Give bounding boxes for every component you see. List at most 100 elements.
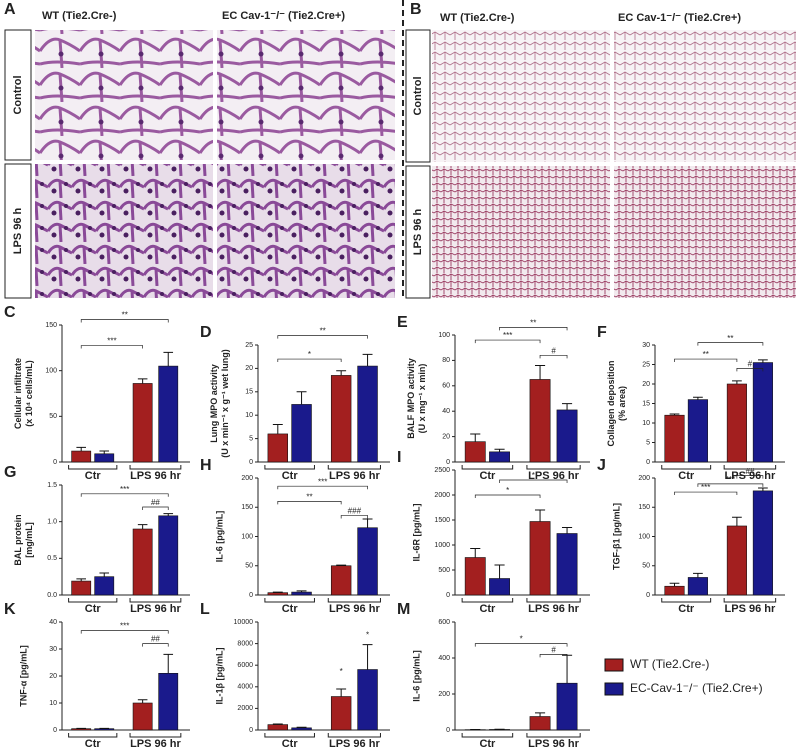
bar — [267, 724, 288, 731]
y-tick-label: 500 — [438, 567, 450, 574]
error-bar — [758, 487, 768, 491]
legend-label: WT (Tie2.Cre-) — [630, 657, 709, 671]
y-axis-label: IL-6R [pg/mL] — [411, 504, 421, 562]
bar — [687, 577, 708, 596]
y-axis-label: BALF MPO activity — [406, 358, 416, 439]
group-bracket — [68, 598, 118, 603]
error-bar — [693, 396, 703, 400]
y-tick-label: 2000 — [434, 492, 450, 499]
row-box — [4, 163, 32, 299]
error-bar — [76, 578, 86, 582]
error-bar — [758, 359, 768, 363]
y-axis-label: (x 10⁴ cells/mL) — [24, 360, 34, 426]
significance-bracket — [674, 358, 738, 363]
bar — [132, 383, 153, 463]
significance-label: ** — [122, 311, 128, 320]
significance-label: *** — [726, 475, 735, 484]
y-tick-label: 15 — [245, 389, 253, 396]
panel-letter: K — [4, 601, 16, 618]
x-tick-label: LPS 96 hr — [725, 603, 776, 615]
y-tick-label: 100 — [45, 368, 57, 375]
y-tick-label: 40 — [49, 619, 57, 626]
y-tick-label: 1.0 — [47, 519, 57, 526]
significance-label: ** — [320, 327, 326, 336]
bar — [291, 591, 312, 596]
bar — [94, 453, 115, 463]
y-tick-label: 50 — [49, 413, 57, 420]
x-tick-label: LPS 96 hr — [329, 738, 380, 750]
significance-label: ** — [530, 318, 536, 327]
legend-swatch — [604, 682, 624, 696]
panel-letter: D — [200, 324, 212, 341]
error-bar — [362, 353, 373, 367]
micrograph — [217, 164, 395, 298]
bar — [330, 565, 352, 596]
significance-bracket — [697, 483, 764, 487]
column-label: EC Cav-1⁻/⁻ (Tie2.Cre+) — [222, 10, 345, 22]
bar — [556, 682, 578, 731]
error-bar — [534, 364, 546, 380]
group-bracket — [526, 465, 581, 470]
significance-label: *** — [120, 485, 129, 494]
y-tick-label: 150 — [45, 322, 57, 329]
y-axis-label: (% area) — [617, 386, 627, 421]
error-bar — [137, 378, 148, 384]
y-tick-label: 0 — [249, 727, 253, 734]
significance-label: # — [551, 346, 556, 355]
bar — [330, 696, 352, 731]
y-tick-label: 0 — [446, 592, 450, 599]
panel-letter: L — [200, 601, 210, 618]
significance-label: ** — [306, 493, 312, 502]
error-bar — [163, 513, 174, 516]
error-bar — [163, 351, 174, 367]
significance-bracket — [142, 506, 169, 510]
significance-bracket — [277, 485, 368, 490]
bar — [489, 578, 510, 596]
group-bracket — [461, 733, 514, 738]
significance-label: * — [532, 471, 535, 480]
significance-label: * — [340, 667, 343, 676]
row-box — [4, 29, 32, 161]
bar — [357, 365, 378, 463]
error-bar — [137, 524, 148, 529]
bar — [687, 399, 708, 463]
significance-label: ## — [745, 467, 754, 476]
bar — [556, 409, 578, 463]
error-bar — [336, 564, 347, 566]
row-box — [405, 165, 431, 299]
x-tick-label: LPS 96 hr — [130, 470, 181, 482]
bar — [71, 450, 92, 463]
significance-bracket — [80, 493, 169, 497]
y-tick-label: 2500 — [434, 467, 450, 474]
group-bracket — [327, 598, 381, 603]
bar — [94, 576, 115, 596]
x-tick-label: Ctr — [85, 470, 102, 482]
y-tick-label: 2000 — [237, 705, 253, 712]
y-tick-label: 10 — [245, 412, 253, 419]
y-tick-label: 20 — [442, 433, 450, 440]
error-bar — [99, 450, 110, 454]
bar — [71, 580, 92, 596]
panel-letter: E — [397, 314, 408, 331]
group-bracket — [526, 733, 581, 738]
y-tick-label: 4000 — [237, 684, 253, 691]
legend-label: EC-Cav-1⁻/⁻ (Tie2.Cre+) — [630, 681, 763, 695]
group-bracket — [68, 465, 118, 470]
bar — [489, 451, 510, 463]
error-bar — [272, 424, 283, 434]
x-tick-label: Ctr — [85, 738, 102, 750]
group-bracket — [723, 598, 777, 603]
error-bar — [296, 726, 307, 728]
bar — [556, 533, 578, 596]
error-bar — [296, 590, 307, 593]
y-axis-label: IL-6 [pg/mL] — [411, 650, 421, 702]
error-bar — [336, 370, 347, 376]
error-bar — [494, 448, 505, 452]
significance-label: # — [748, 360, 753, 369]
y-tick-label: 25 — [245, 342, 253, 349]
x-tick-label: LPS 96 hr — [528, 738, 579, 750]
micrograph — [35, 30, 213, 160]
error-bar — [76, 446, 86, 452]
bar — [158, 672, 179, 731]
significance-label: *** — [701, 483, 710, 492]
